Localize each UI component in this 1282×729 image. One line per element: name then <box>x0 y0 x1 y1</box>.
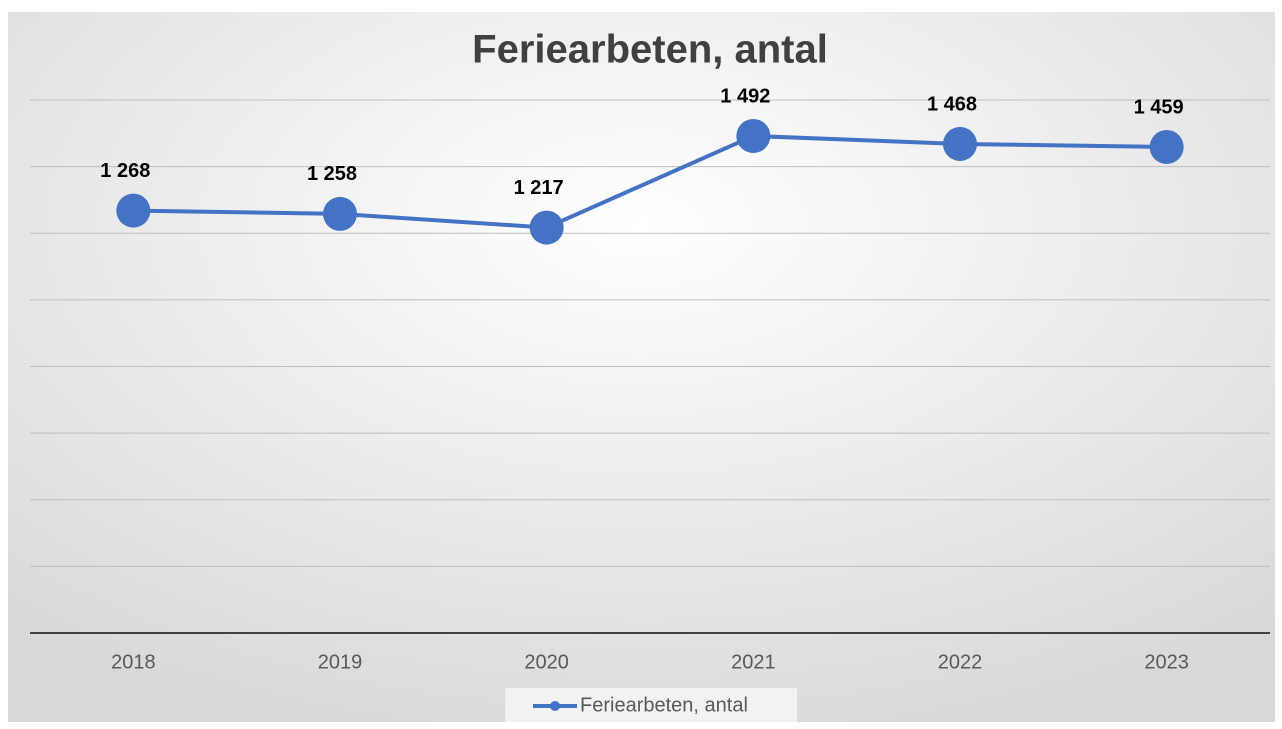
data-label: 1 459 <box>1134 96 1184 118</box>
line <box>133 133 1167 230</box>
x-tick-label: 2018 <box>111 651 156 673</box>
data-label: 1 468 <box>927 93 977 115</box>
x-tick-label: 2021 <box>731 651 776 673</box>
legend-label: Feriearbeten, antal <box>580 694 748 716</box>
data-label: 1 268 <box>100 160 150 182</box>
legend-marker <box>550 701 560 711</box>
data-label: 1 258 <box>307 163 357 185</box>
marker <box>1149 129 1184 164</box>
x-tick-label: 2020 <box>524 651 569 673</box>
x-tick-label: 2019 <box>318 651 363 673</box>
x-tick-label: 2022 <box>938 651 983 673</box>
marker <box>323 196 357 231</box>
marker <box>529 210 564 245</box>
marker <box>943 126 977 161</box>
data-label: 1 492 <box>720 85 770 107</box>
x-tick-label: 2023 <box>1144 651 1189 673</box>
marker <box>736 118 771 153</box>
chart-title: Feriearbeten, antal <box>472 28 828 72</box>
data-label: 1 217 <box>514 177 564 199</box>
marker <box>116 193 151 228</box>
